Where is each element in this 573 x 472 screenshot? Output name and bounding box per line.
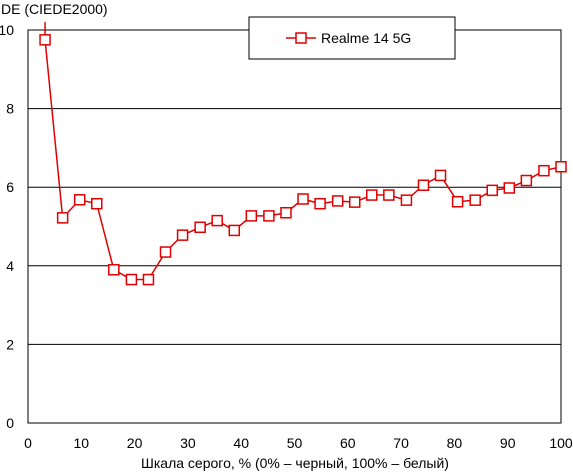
x-tick-label: 100 xyxy=(549,435,573,451)
y-tick-label: 10 xyxy=(0,22,14,38)
data-point xyxy=(211,214,223,227)
x-tick-label: 0 xyxy=(24,435,32,451)
legend-label: Realme 14 5G xyxy=(321,30,411,46)
x-tick-label: 20 xyxy=(127,435,143,451)
plot-area xyxy=(27,29,562,424)
data-point xyxy=(108,263,120,276)
x-tick-label: 60 xyxy=(340,435,356,451)
data-point xyxy=(434,169,447,182)
data-point xyxy=(400,194,413,206)
x-tick-label: 30 xyxy=(180,435,196,451)
data-point xyxy=(73,194,86,206)
grid-lines xyxy=(28,108,561,345)
data-point xyxy=(39,34,51,46)
data-point xyxy=(486,184,498,197)
x-axis-title: Шкала серого, % (0% – черный, 100% – бел… xyxy=(141,455,449,471)
data-point xyxy=(383,189,395,201)
data-point xyxy=(451,195,464,208)
y-axis-title: DE (CIEDE2000) xyxy=(1,1,108,17)
data-point xyxy=(297,193,309,205)
data-point xyxy=(142,273,155,286)
data-point xyxy=(56,212,69,224)
legend: Realme 14 5G xyxy=(248,16,456,60)
data-point xyxy=(91,197,103,210)
data-point xyxy=(245,210,258,222)
y-tick-labels: 0 2 4 6 8 10 xyxy=(0,22,14,431)
data-point xyxy=(125,273,138,286)
data-point xyxy=(538,164,550,177)
y-tick-label: 0 xyxy=(6,415,14,431)
data-point xyxy=(469,194,481,206)
y-tick-label: 6 xyxy=(6,179,14,195)
x-tick-label: 70 xyxy=(393,435,409,451)
data-point xyxy=(263,210,275,222)
x-tick-label: 10 xyxy=(74,435,90,451)
data-point xyxy=(159,246,172,258)
data-point xyxy=(520,174,533,187)
series-layer xyxy=(39,22,567,286)
x-tick-label: 90 xyxy=(500,435,516,451)
series-line xyxy=(44,39,562,281)
x-tick-label: 50 xyxy=(287,435,303,451)
data-point xyxy=(280,206,292,219)
legend-box xyxy=(248,16,456,60)
y-tick-label: 2 xyxy=(6,336,14,352)
x-tick-labels: 0 10 20 30 40 50 60 70 80 90 100 xyxy=(24,435,573,451)
y-tick-label: 8 xyxy=(6,101,14,117)
y-tick-label: 4 xyxy=(6,258,14,274)
x-tick-label: 80 xyxy=(447,435,463,451)
data-point xyxy=(348,196,361,208)
data-point xyxy=(194,221,206,234)
data-point xyxy=(331,195,344,207)
x-tick-label: 40 xyxy=(233,435,249,451)
data-point xyxy=(417,179,430,191)
data-point xyxy=(366,189,378,201)
data-point xyxy=(228,224,241,237)
data-point xyxy=(503,182,516,194)
data-point xyxy=(555,161,567,173)
data-point xyxy=(176,229,189,241)
data-point xyxy=(314,197,326,210)
legend-marker xyxy=(295,32,307,44)
